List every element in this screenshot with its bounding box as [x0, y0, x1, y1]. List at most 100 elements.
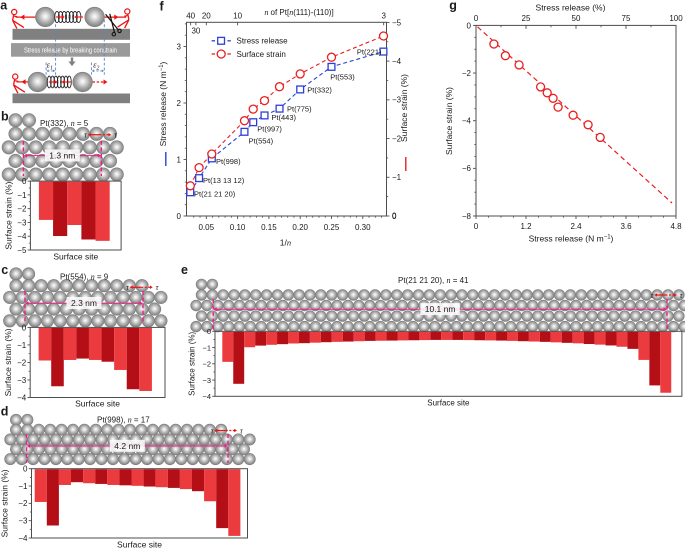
svg-text:τ: τ	[114, 131, 118, 140]
svg-text:Pt(553): Pt(553)	[330, 73, 355, 82]
svg-text:−1: −1	[392, 173, 402, 182]
svg-text:τ: τ	[211, 426, 215, 435]
svg-text:Pt(13 13 12): Pt(13 13 12)	[203, 176, 245, 185]
svg-text:20: 20	[202, 11, 211, 20]
svg-text:2.3 nm: 2.3 nm	[71, 298, 97, 308]
svg-text:3: 3	[177, 42, 182, 51]
svg-text:τ: τ	[126, 283, 130, 292]
svg-text:Pt(997): Pt(997)	[257, 125, 282, 134]
svg-text:−8: −8	[462, 212, 472, 221]
svg-text:0.30: 0.30	[355, 223, 371, 232]
svg-text:−2: −2	[392, 135, 402, 144]
svg-text:g: g	[449, 0, 457, 13]
svg-text:−5: −5	[17, 246, 27, 255]
svg-text:−2: −2	[17, 205, 27, 214]
svg-text:0: 0	[392, 212, 397, 221]
svg-text:Surface strain (%): Surface strain (%)	[444, 87, 454, 155]
svg-text:Pt(21 21 20), n = 41: Pt(21 21 20), n = 41	[398, 276, 469, 285]
svg-text:Surface site: Surface site	[117, 540, 162, 550]
svg-text:Surface strain (%): Surface strain (%)	[188, 331, 197, 395]
svg-text:0.15: 0.15	[261, 223, 277, 232]
svg-text:n of Pt[n(111)-(110)]: n of Pt[n(111)-(110)]	[264, 8, 333, 17]
svg-text:−4: −4	[18, 534, 28, 543]
svg-text:τ: τ	[156, 283, 160, 292]
svg-text:25: 25	[522, 14, 531, 23]
svg-text:ε2: ε2	[93, 61, 99, 72]
svg-text:−1: −1	[17, 191, 27, 200]
svg-text:Surface site: Surface site	[75, 399, 120, 409]
svg-text:3.6: 3.6	[620, 222, 632, 231]
svg-text:−3: −3	[202, 376, 211, 385]
svg-text:Pt(554), n = 9: Pt(554), n = 9	[60, 272, 109, 281]
svg-text:Pt(775): Pt(775)	[287, 105, 312, 114]
svg-text:Pt(332): Pt(332)	[307, 86, 332, 95]
svg-text:b: b	[1, 109, 9, 123]
svg-text:ε1: ε1	[47, 61, 53, 72]
svg-text:−4: −4	[17, 232, 27, 241]
svg-text:1/n: 1/n	[280, 237, 291, 247]
svg-text:2: 2	[177, 99, 182, 108]
svg-text:−3: −3	[17, 218, 27, 227]
svg-text:−2: −2	[462, 69, 472, 78]
svg-text:0: 0	[207, 327, 211, 336]
svg-text:Surface strain (%): Surface strain (%)	[399, 74, 409, 142]
svg-text:d: d	[1, 404, 9, 418]
svg-text:f: f	[160, 0, 165, 14]
svg-text:τ: τ	[651, 291, 655, 300]
svg-text:0: 0	[22, 323, 27, 332]
svg-text:Surface site: Surface site	[53, 252, 98, 262]
svg-text:a: a	[0, 0, 8, 12]
svg-text:1.3 nm: 1.3 nm	[49, 150, 75, 160]
svg-text:Surface strain (%): Surface strain (%)	[4, 181, 14, 249]
svg-text:−2: −2	[202, 360, 211, 369]
svg-text:Pt(554): Pt(554)	[249, 137, 274, 146]
svg-text:3: 3	[381, 11, 386, 20]
svg-text:100: 100	[669, 14, 683, 23]
svg-text:Stress release: Stress release	[237, 37, 289, 46]
svg-text:50: 50	[572, 14, 581, 23]
svg-text:Pt(443): Pt(443)	[271, 113, 296, 122]
svg-text:τ: τ	[240, 426, 244, 435]
svg-text:4.2 nm: 4.2 nm	[114, 441, 140, 451]
svg-text:1: 1	[177, 155, 182, 164]
svg-text:0: 0	[177, 212, 182, 221]
svg-text:Pt(998), n = 17: Pt(998), n = 17	[97, 416, 150, 425]
svg-text:0.20: 0.20	[292, 223, 308, 232]
svg-text:30: 30	[191, 27, 200, 36]
svg-text:0: 0	[467, 21, 472, 30]
svg-text:40: 40	[186, 11, 195, 20]
svg-text:75: 75	[622, 14, 631, 23]
svg-text:Stress release by breaking con: Stress release by breaking constrain	[24, 46, 117, 55]
svg-text:Stress release (N m−1): Stress release (N m−1)	[158, 61, 168, 146]
svg-text:Pt(221): Pt(221)	[357, 48, 382, 57]
svg-text:Surface strain (%): Surface strain (%)	[0, 469, 10, 537]
svg-text:0: 0	[474, 14, 479, 23]
svg-text:c: c	[1, 263, 8, 277]
svg-text:−3: −3	[18, 517, 28, 526]
svg-text:−1: −1	[17, 341, 27, 350]
svg-text:Surface site: Surface site	[427, 399, 470, 408]
svg-text:0: 0	[23, 465, 28, 474]
svg-text:−3: −3	[17, 376, 27, 385]
svg-text:−2: −2	[18, 499, 28, 508]
svg-text:−4: −4	[462, 117, 472, 126]
svg-text:10: 10	[233, 11, 242, 20]
svg-text:−4: −4	[17, 393, 27, 402]
svg-text:Pt(332), n = 5: Pt(332), n = 5	[40, 119, 89, 128]
svg-text:0: 0	[392, 212, 397, 221]
svg-text:4.8: 4.8	[670, 222, 682, 231]
svg-text:Surface strain: Surface strain	[237, 50, 286, 59]
svg-text:−4: −4	[392, 57, 402, 66]
svg-text:0: 0	[474, 222, 479, 231]
svg-text:−1: −1	[202, 343, 211, 352]
svg-text:−3: −3	[392, 96, 402, 105]
svg-text:10.1 nm: 10.1 nm	[425, 304, 456, 314]
svg-text:1.2: 1.2	[520, 222, 532, 231]
svg-text:τ: τ	[84, 131, 88, 140]
svg-text:0.25: 0.25	[324, 223, 340, 232]
svg-text:2.4: 2.4	[570, 222, 582, 231]
svg-text:−1: −1	[18, 482, 28, 491]
svg-text:0.10: 0.10	[230, 223, 246, 232]
svg-text:Stress release (%): Stress release (%)	[536, 3, 606, 13]
svg-text:Stress release (N m−1): Stress release (N m−1)	[529, 234, 614, 244]
